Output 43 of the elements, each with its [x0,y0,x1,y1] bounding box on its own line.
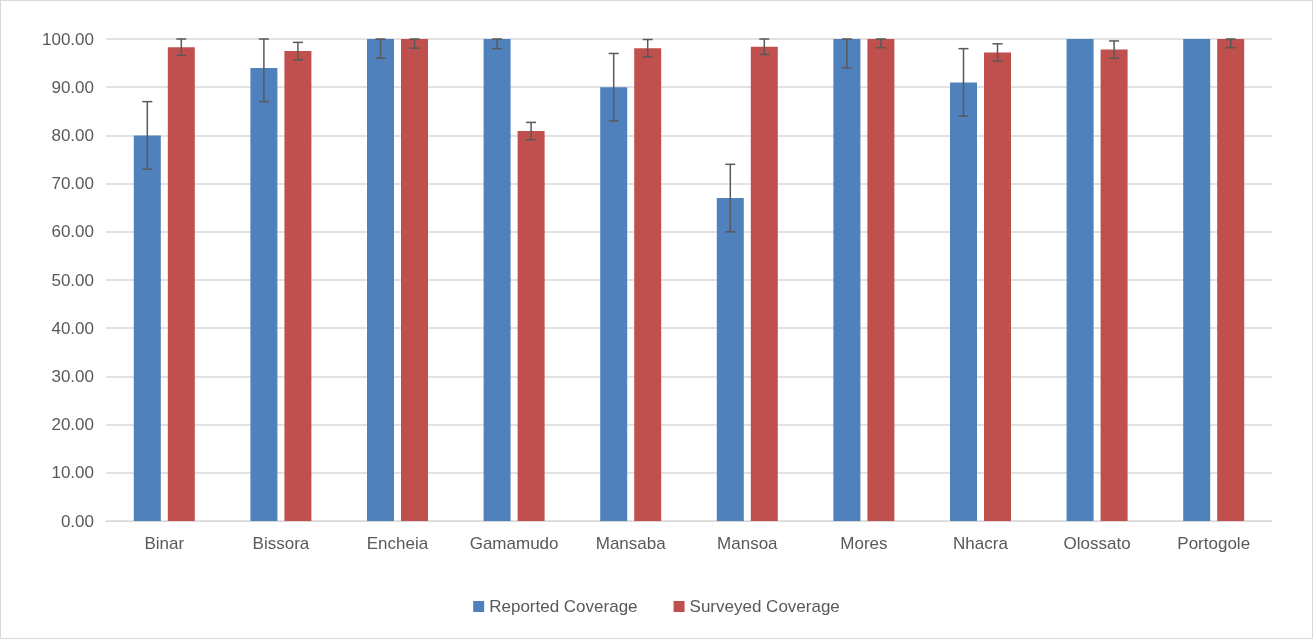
bar [483,39,511,521]
bar [1066,39,1094,521]
bar [401,39,428,521]
y-tick-label: 10.00 [51,463,94,483]
y-tick-label: 70.00 [51,174,94,194]
bar [167,47,195,521]
bar [750,46,778,521]
bar [716,198,744,521]
bar [833,39,861,521]
bar [600,87,628,521]
y-tick-label: 20.00 [51,415,94,435]
bar [133,135,161,521]
x-tick-label: Binar [144,534,185,553]
legend-label: Reported Coverage [489,597,638,616]
x-tick-label: Mansoa [717,534,779,553]
bar [634,48,662,521]
x-tick-label: Bissora [252,534,310,553]
bar [867,39,895,521]
bar [367,39,394,521]
x-tick-label: Encheia [366,534,429,553]
bar [1217,39,1245,521]
x-tick-label: Gamamudo [469,534,559,553]
x-tick-label: Portogole [1177,534,1251,553]
y-tick-label: 60.00 [51,222,94,242]
y-tick-label: 100.00 [42,29,94,49]
legend-label: Surveyed Coverage [689,597,840,616]
x-tick-label: Mansaba [595,534,667,553]
x-tick-label: Nhacra [953,534,1009,553]
y-tick-label: 40.00 [51,318,94,338]
bar [1100,49,1128,521]
bar [250,67,278,521]
bar [284,51,312,521]
x-tick-label: Olossato [1063,534,1131,553]
bar [1183,39,1211,521]
y-tick-label: 30.00 [51,366,94,386]
bar [950,82,977,521]
y-tick-label: 80.00 [51,125,94,145]
x-tick-label: Mores [840,534,888,553]
y-tick-label: 90.00 [51,77,94,97]
y-tick-label: 50.00 [51,270,94,290]
bar [984,52,1011,521]
y-tick-label: 0.00 [60,511,94,531]
bar [517,131,545,521]
